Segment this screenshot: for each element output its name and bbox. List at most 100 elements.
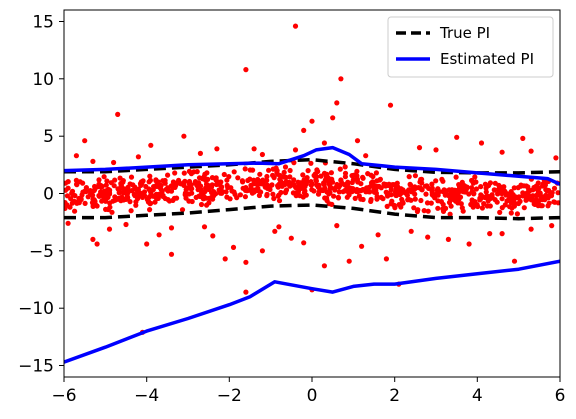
scatter-point	[370, 183, 376, 189]
scatter-point-outlier	[553, 155, 559, 161]
scatter-point	[542, 182, 549, 188]
scatter-point	[218, 179, 224, 185]
scatter-point	[240, 179, 246, 185]
scatter-point-outlier	[181, 133, 187, 139]
scatter-point	[162, 195, 168, 202]
scatter-point	[87, 188, 93, 194]
scatter-point	[300, 172, 306, 178]
scatter-point-outlier	[334, 100, 340, 106]
scatter-point	[231, 169, 237, 175]
scatter-point-outlier	[90, 158, 96, 164]
scatter-point	[109, 209, 115, 215]
scatter-point	[147, 187, 153, 194]
scatter-point	[247, 187, 253, 193]
scatter-point-outlier	[520, 135, 526, 141]
scatter-point	[136, 192, 142, 199]
scatter-point	[472, 174, 478, 180]
scatter-point	[278, 178, 284, 184]
scatter-point	[99, 198, 105, 204]
scatter-point	[242, 166, 248, 172]
scatter-point	[287, 174, 293, 180]
scatter-point	[188, 171, 194, 177]
scatter-point	[270, 172, 276, 178]
scatter-point	[181, 170, 187, 176]
scatter-point	[264, 173, 270, 180]
scatter-point	[331, 193, 337, 199]
scatter-point	[248, 182, 254, 188]
scatter-point	[128, 174, 135, 180]
scatter-point	[537, 190, 543, 196]
scatter-point	[521, 183, 527, 189]
scatter-point	[328, 170, 334, 176]
scatter-point	[143, 183, 149, 190]
scatter-point	[440, 206, 446, 212]
scatter-point	[374, 184, 380, 190]
scatter-point	[118, 198, 124, 204]
scatter-point	[271, 195, 277, 202]
scatter-point	[101, 174, 107, 180]
scatter-point-outlier	[168, 225, 175, 231]
x-tick: 4	[472, 377, 483, 406]
scatter-point-outlier	[499, 149, 505, 155]
scatter-point-outlier	[272, 228, 278, 234]
scatter-point	[258, 189, 264, 195]
scatter-point	[503, 192, 509, 198]
scatter-point	[450, 196, 457, 203]
scatter-point	[329, 201, 335, 207]
scatter-point	[342, 164, 348, 170]
scatter-point-outlier	[363, 153, 369, 159]
x-tick-label: 0	[307, 386, 318, 406]
scatter-point-outlier	[445, 236, 451, 242]
scatter-point	[79, 192, 85, 198]
scatter-point	[380, 196, 386, 202]
y-tick: −15	[18, 357, 64, 377]
scatter-point	[96, 193, 102, 199]
scatter-point-outlier	[346, 258, 352, 264]
scatter-point	[411, 205, 417, 211]
true-pi-lower-line	[64, 203, 560, 221]
scatter-point-outlier	[425, 234, 431, 240]
scatter-point	[313, 178, 319, 184]
scatter-point	[551, 199, 557, 205]
scatter-point	[485, 198, 491, 204]
scatter-point	[407, 181, 413, 187]
scatter-point	[205, 176, 211, 182]
scatter-point	[446, 199, 453, 206]
scatter-point	[147, 207, 153, 213]
scatter-point	[219, 190, 225, 196]
scatter-point	[399, 200, 405, 206]
scatter-point-outlier	[301, 240, 307, 246]
scatter-point-outlier	[135, 154, 141, 160]
scatter-point	[170, 179, 176, 185]
scatter-point	[174, 195, 180, 201]
x-tick: 6	[555, 377, 565, 406]
scatter-point	[235, 175, 241, 181]
legend: True PI Estimated PI	[387, 16, 554, 78]
scatter-point	[257, 171, 263, 177]
scatter-point-outlier	[433, 147, 439, 153]
scatter-point	[492, 197, 498, 203]
scatter-point	[551, 185, 558, 191]
scatter-point	[209, 190, 215, 196]
scatter-point-outlier	[375, 232, 381, 238]
scatter-point	[360, 186, 366, 193]
scatter-point	[433, 178, 439, 184]
scatter-point	[107, 204, 113, 210]
scatter-point	[425, 208, 431, 214]
scatter-point	[495, 191, 501, 197]
scatter-point-outlier	[321, 140, 327, 146]
scatter-point-outlier	[243, 289, 249, 295]
scatter-point	[426, 185, 432, 191]
scatter-point	[336, 189, 342, 195]
plot-area	[63, 9, 561, 378]
y-tick: 0	[43, 185, 64, 205]
scatter-point	[334, 181, 340, 188]
scatter-point	[378, 185, 384, 191]
scatter-point-outlier	[292, 147, 299, 153]
y-tick-label: 10	[32, 70, 54, 90]
scatter-point	[542, 197, 548, 203]
scatter-point	[470, 204, 476, 210]
scatter-point	[342, 170, 349, 176]
scatter-point	[429, 181, 435, 187]
scatter-point	[275, 193, 281, 199]
